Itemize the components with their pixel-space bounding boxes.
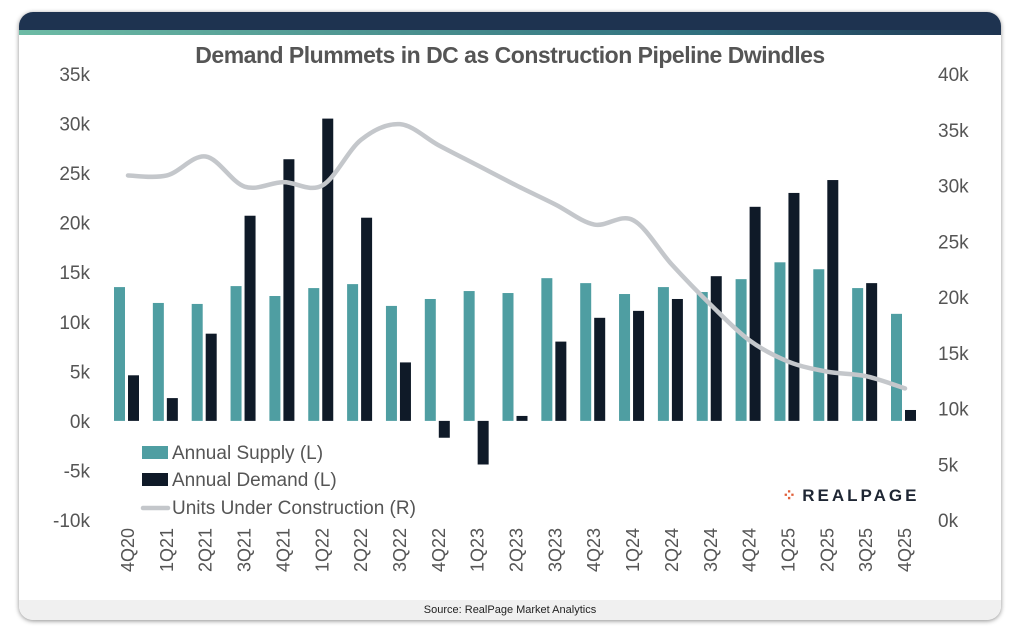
right-tick-label: 30k [938,177,969,198]
x-tick-label: 4Q21 [273,528,293,572]
demand-bar [633,310,645,421]
demand-bar [438,420,450,438]
x-tick-label: 4Q22 [429,528,449,572]
demand-bar [749,206,761,421]
x-tick-label: 2Q21 [196,528,216,572]
supply-bar [308,288,320,421]
demand-bar [477,420,489,465]
x-tick-label: 3Q23 [545,528,565,572]
left-tick-label: 0k [70,412,91,433]
demand-bar [361,217,373,421]
supply-bar [114,287,125,421]
x-tick-label: 1Q24 [623,528,643,572]
demand-bar [128,375,139,421]
supply-bar [269,296,281,421]
demand-bar [205,333,217,421]
supply-bar [424,298,436,421]
demand-bar [322,118,334,421]
demand-bar [866,283,878,421]
supply-bar [657,287,669,421]
demand-bar [399,362,411,421]
x-tick-label: 2Q23 [507,528,527,572]
x-tick-label: 3Q22 [390,528,410,572]
chart-title: Demand Plummets in DC as Construction Pi… [195,42,825,68]
supply-bar [191,303,203,421]
demand-bar [244,215,256,421]
supply-bar [774,262,786,421]
supply-bar [735,279,747,421]
x-tick-label: 4Q24 [740,528,760,572]
legend-demand-label: Annual Demand (L) [172,470,337,491]
left-tick-label: -10k [53,511,90,532]
left-tick-label: 25k [59,164,90,185]
supply-bar [230,286,242,421]
supply-bar [152,302,164,421]
x-tick-label: 3Q24 [701,528,721,572]
demand-bar [283,159,295,421]
right-tick-label: 20k [938,288,969,309]
x-tick-label: 4Q23 [584,528,604,572]
right-tick-label: 15k [938,344,969,365]
source-note: Source: RealPage Market Analytics [19,600,1001,620]
supply-bar [813,269,825,421]
demand-bar [710,276,722,421]
right-tick-label: 35k [938,121,969,142]
supply-bar [463,291,475,421]
demand-bar [905,409,916,421]
left-tick-label: -5k [64,461,91,482]
x-tick-label: 1Q21 [157,528,177,572]
demand-bar [166,398,178,421]
supply-bar [385,305,397,421]
demand-bar [555,341,567,421]
supply-bar [541,278,553,421]
left-tick-label: 35k [59,65,90,86]
legend-supply-swatch [142,446,168,459]
supply-bar [891,313,902,421]
supply-bar [502,293,514,421]
realpage-logo: ⁘ REALPAGE [782,486,920,505]
supply-bar [580,283,592,421]
x-tick-label: 4Q25 [895,528,915,572]
demand-bar [827,180,839,421]
x-tick-label: 1Q25 [778,528,798,572]
legend-demand-swatch [142,473,168,486]
x-tick-label: 2Q22 [351,528,371,572]
x-tick-label: 3Q21 [235,528,255,572]
supply-bar [852,288,864,421]
left-tick-label: 5k [70,362,91,383]
supply-bar [347,284,359,421]
demand-bar [671,298,683,421]
x-tick-label: 1Q23 [468,528,488,572]
right-tick-label: 0k [938,511,959,532]
x-tick-label: 2Q25 [817,528,837,572]
right-tick-label: 5k [938,455,959,476]
right-tick-label: 40k [938,65,969,86]
demand-bar [594,317,606,421]
x-tick-label: 3Q25 [856,528,876,572]
header-bar [19,12,1001,32]
left-tick-label: 20k [59,214,90,235]
right-tick-label: 25k [938,232,969,253]
demand-bar [516,415,528,421]
legend-supply-label: Annual Supply (L) [172,443,323,464]
left-tick-label: 15k [59,263,90,284]
demand-bar [788,192,800,421]
right-tick-label: 10k [938,400,969,421]
left-tick-label: 30k [59,115,90,136]
accent-strip [19,30,1001,35]
x-tick-label: 1Q22 [312,528,332,572]
x-tick-label: 2Q24 [662,528,682,572]
supply-bar [619,294,631,421]
supply-bar [696,292,708,421]
left-tick-label: 10k [59,313,90,334]
legend-line-label: Units Under Construction (R) [172,498,416,519]
x-tick-label: 4Q20 [118,528,138,572]
